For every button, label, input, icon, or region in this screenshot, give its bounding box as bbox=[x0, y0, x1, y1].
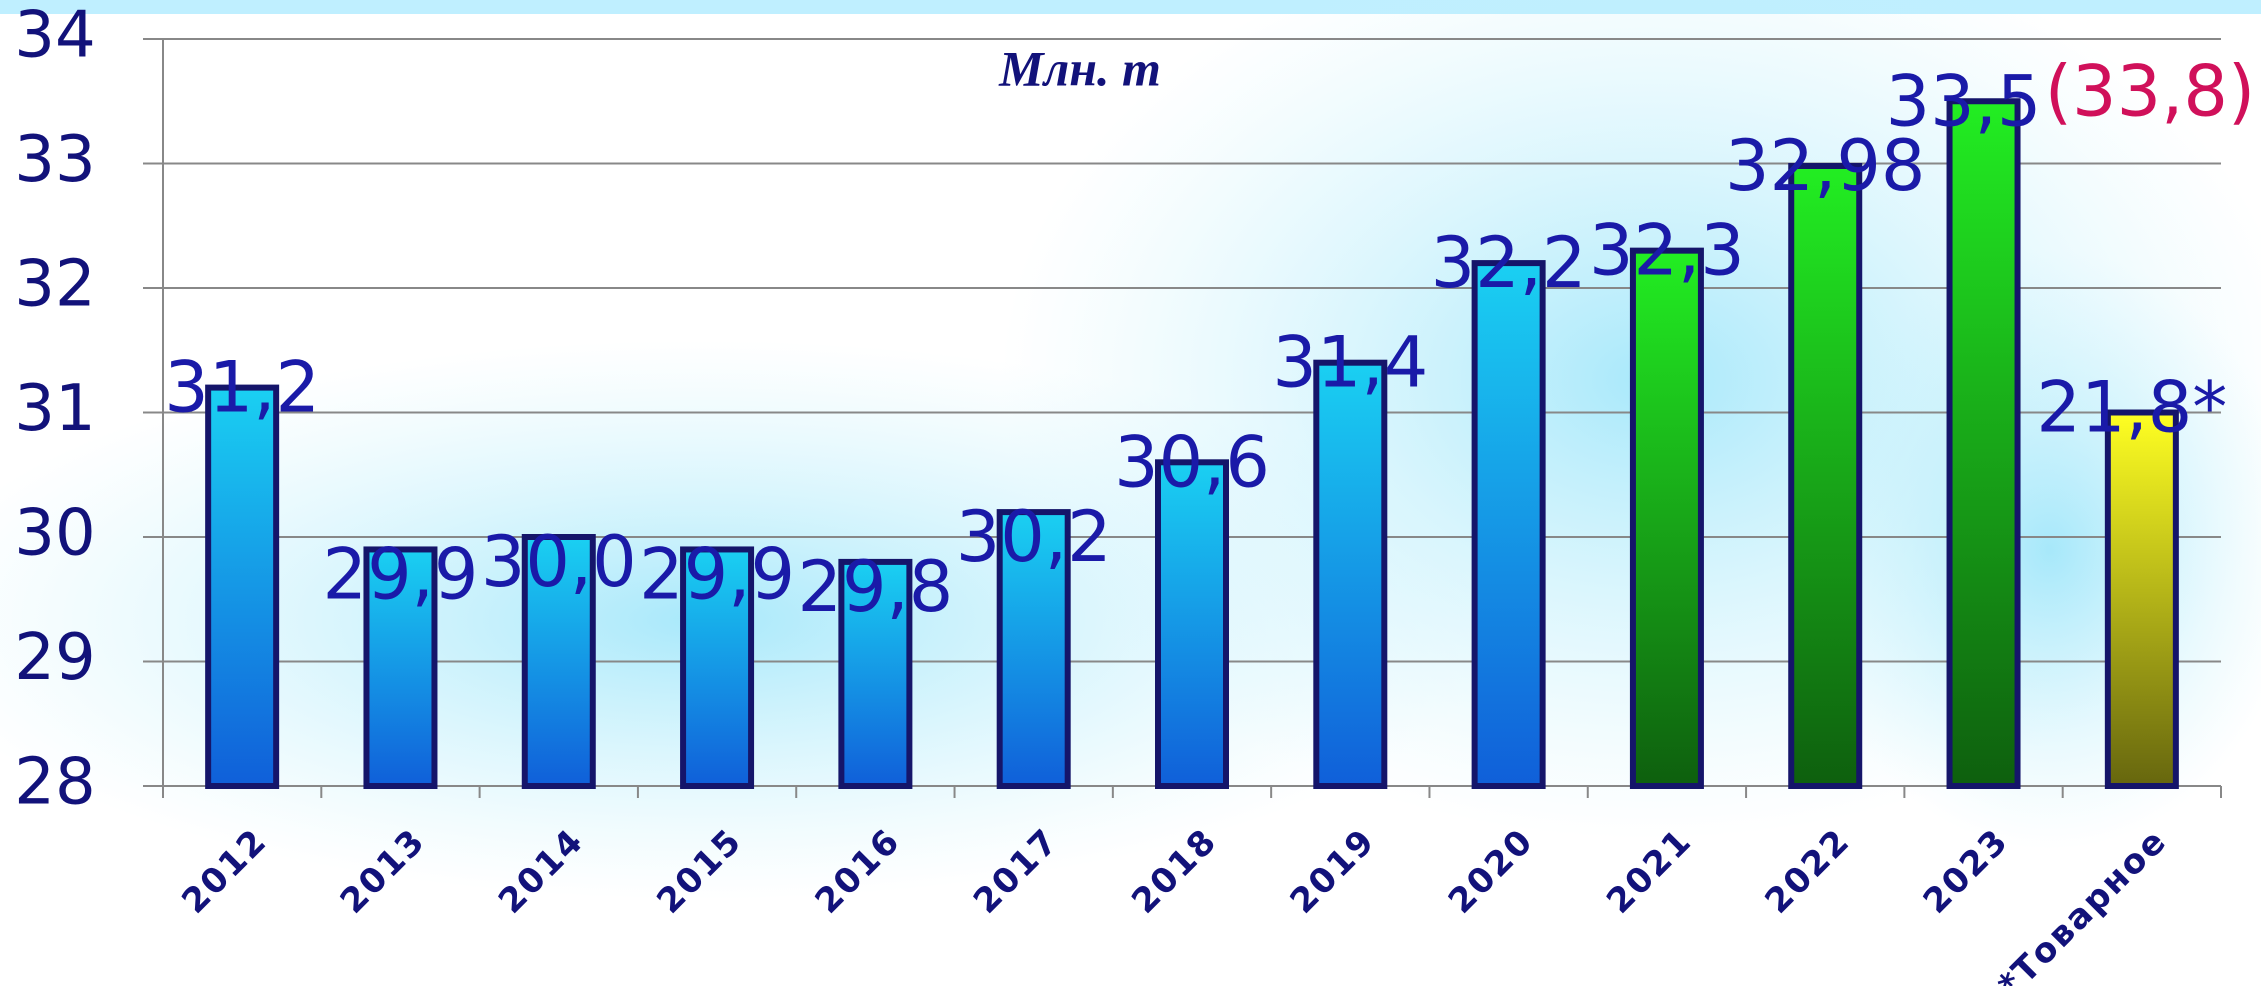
y-tick-label: 29 bbox=[14, 621, 95, 695]
value-label: 29,8 bbox=[797, 546, 953, 628]
value-label: 32,3 bbox=[1589, 210, 1745, 292]
y-tick-label: 31 bbox=[14, 372, 95, 446]
bar bbox=[205, 384, 280, 789]
value-label: 33,5 bbox=[1886, 60, 2042, 142]
bar bbox=[1946, 98, 2021, 789]
x-tick-label: 2019 bbox=[1283, 821, 1384, 922]
bar bbox=[1313, 359, 1388, 789]
x-tick-label: 2020 bbox=[1441, 821, 1542, 922]
bar bbox=[2104, 409, 2179, 789]
bar bbox=[1629, 247, 1704, 789]
value-label: 29,9 bbox=[323, 533, 479, 615]
bar bbox=[363, 546, 438, 790]
bar bbox=[838, 558, 913, 790]
x-tick-label: 2023 bbox=[1916, 821, 2017, 922]
value-label: 32,98 bbox=[1725, 125, 1925, 207]
bar bbox=[521, 534, 596, 789]
y-tick-label: 32 bbox=[14, 248, 95, 322]
x-tick-label: 2022 bbox=[1757, 821, 1858, 922]
annotation: 21,8* bbox=[2036, 367, 2227, 449]
bar bbox=[1155, 459, 1229, 789]
value-label: 32,2 bbox=[1431, 222, 1587, 304]
value-label: 30,6 bbox=[1114, 421, 1270, 503]
value-label: 30,0 bbox=[481, 521, 637, 603]
chart-title: Млн. т bbox=[998, 40, 1161, 96]
y-tick-label: 28 bbox=[14, 746, 95, 820]
value-label: 30,2 bbox=[956, 496, 1112, 578]
y-tick-label: 34 bbox=[14, 0, 95, 73]
bar bbox=[996, 509, 1071, 789]
y-tick-label: 30 bbox=[14, 497, 95, 571]
bar bbox=[1788, 162, 1863, 790]
value-label: 31,2 bbox=[164, 347, 320, 429]
bar bbox=[1471, 260, 1546, 790]
bar bbox=[680, 546, 755, 790]
value-label: 31,4 bbox=[1272, 322, 1428, 404]
annotation: (33,8) bbox=[2045, 50, 2255, 132]
value-label: 29,9 bbox=[639, 533, 795, 615]
y-tick-label: 33 bbox=[14, 123, 95, 197]
